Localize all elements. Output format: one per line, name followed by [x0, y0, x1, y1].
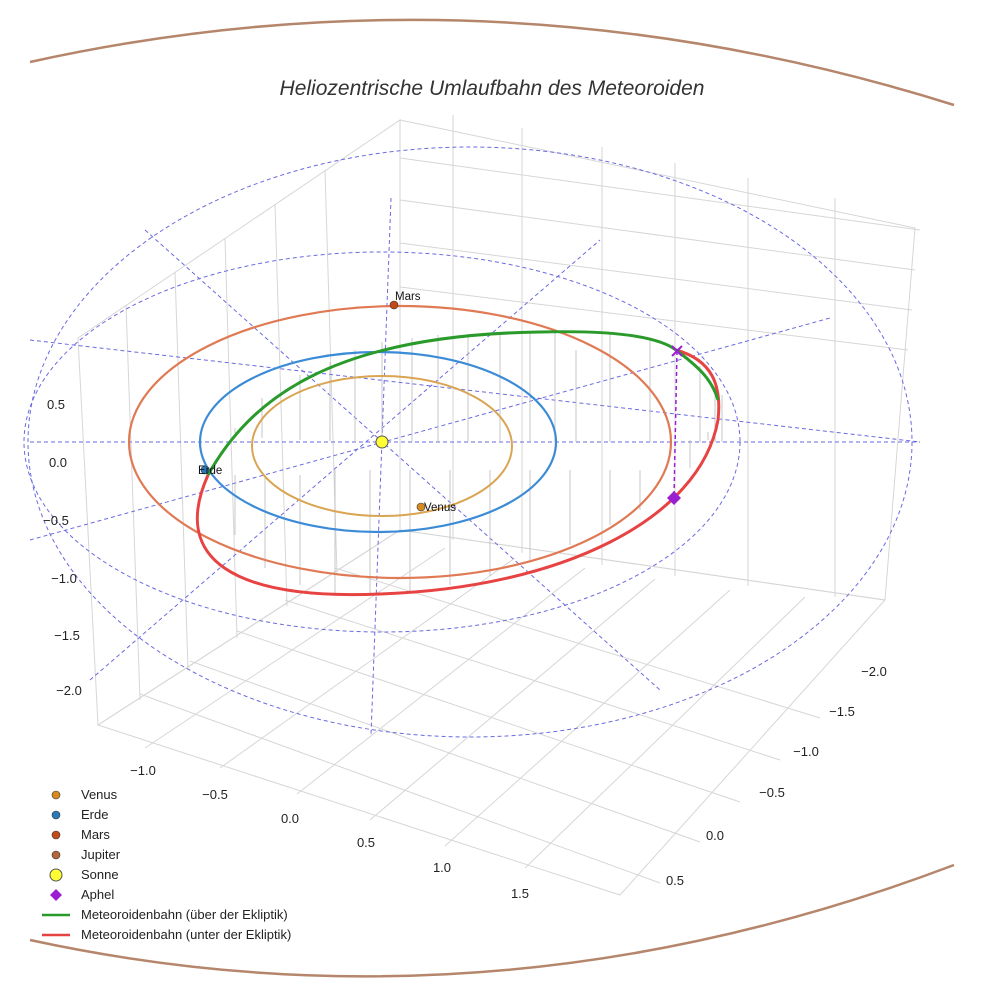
- meteoroid-orbit-above: [206, 330, 720, 476]
- chart-title: Heliozentrische Umlaufbahn des Meteoroid…: [280, 77, 705, 100]
- legend-label: Sonne: [81, 867, 119, 882]
- z-tick-label: 0.0: [49, 455, 67, 470]
- jupiter-orbit-top: [29, 18, 955, 107]
- drop-lines: [234, 332, 723, 596]
- legend-entry: Erde: [51, 807, 108, 822]
- x-tick-label: −1.0: [130, 763, 156, 778]
- ecliptic-axis-vertical: [370, 197, 392, 736]
- y-tick-label: −1.0: [793, 744, 819, 759]
- grid-floor-lines: [139, 547, 821, 884]
- legend-marker: [51, 810, 61, 820]
- legend-label: Meteoroidenbahn (über der Ekliptik): [81, 907, 288, 922]
- aphel-marker: [667, 491, 681, 505]
- ecliptic-reference: [23, 146, 921, 738]
- y-tick-label: 0.0: [706, 828, 724, 843]
- z-tick-label: 0.5: [47, 397, 65, 412]
- legend-entry: Meteoroidenbahn (über der Ekliptik): [42, 907, 288, 922]
- y-tick-label: 0.5: [666, 873, 684, 888]
- x-tick-label: 1.0: [433, 860, 451, 875]
- legend-label: Mars: [81, 827, 110, 842]
- venus-label: Venus: [424, 502, 456, 514]
- legend-entry: Meteoroidenbahn (unter der Ekliptik): [42, 927, 291, 942]
- legend-marker: [50, 889, 62, 901]
- legend-label: Erde: [81, 807, 108, 822]
- legend-label: Jupiter: [81, 847, 121, 862]
- ecliptic-spoke-1: [29, 339, 921, 443]
- legend-marker: [51, 850, 61, 860]
- legend-marker: [51, 790, 61, 800]
- jupiter-orbit-bottom: [29, 863, 955, 978]
- y-tick-label: −2.0: [861, 664, 887, 679]
- legend-marker: [51, 830, 61, 840]
- z-tick-label: −0.5: [43, 513, 69, 528]
- grid-wall-right-lines: [452, 115, 836, 597]
- y-tick-label: −0.5: [759, 785, 785, 800]
- legend-label: Meteoroidenbahn (unter der Ekliptik): [81, 927, 291, 942]
- legend-label: Venus: [81, 787, 118, 802]
- grid-wall-right: [399, 119, 916, 601]
- x-tick-label: 1.5: [511, 886, 529, 901]
- tick-labels: −1.0 −0.5 0.0 0.5 1.0 1.5 −2.0 −1.5 −1.0 −0.5 0.0 0…: [43, 397, 887, 901]
- grid-floor: [96, 529, 886, 896]
- aphel-cross: [671, 345, 683, 357]
- legend-marker: [49, 868, 63, 882]
- mars-orbit: [127, 304, 673, 580]
- earth-marker: [200, 465, 210, 475]
- legend-entry: Jupiter: [51, 847, 121, 862]
- ecliptic-spoke-3: [29, 317, 831, 541]
- grid-panels: [77, 115, 921, 896]
- z-tick-label: −1.5: [54, 628, 80, 643]
- grid-wall-left-lines: [125, 157, 921, 701]
- meteoroid-orbit-below: [195, 348, 721, 597]
- legend-entry: Aphel: [50, 887, 114, 902]
- mars-label: Mars: [395, 291, 421, 303]
- z-tick-label: −2.0: [56, 683, 82, 698]
- venus-orbit: [251, 375, 513, 517]
- earth-label: Erde: [198, 465, 222, 477]
- x-tick-label: 0.0: [281, 811, 299, 826]
- legend: Venus Erde Mars Jupiter Sonne Aphel Meteoroide…: [42, 787, 291, 942]
- ecliptic-spoke-4: [89, 239, 601, 681]
- ecliptic-spoke-2: [144, 229, 661, 691]
- x-tick-label: −0.5: [202, 787, 228, 802]
- sun-marker: [375, 435, 389, 449]
- venus-marker: [416, 502, 426, 512]
- mars-marker: [389, 300, 399, 310]
- z-tick-label: −1.0: [51, 571, 77, 586]
- y-tick-label: −1.5: [829, 704, 855, 719]
- legend-entry: Venus: [51, 787, 118, 802]
- legend-label: Aphel: [81, 887, 114, 902]
- legend-entry: Mars: [51, 827, 110, 842]
- legend-entry: Sonne: [49, 867, 119, 882]
- x-tick-label: 0.5: [357, 835, 375, 850]
- aphel-drop-line: [673, 350, 678, 498]
